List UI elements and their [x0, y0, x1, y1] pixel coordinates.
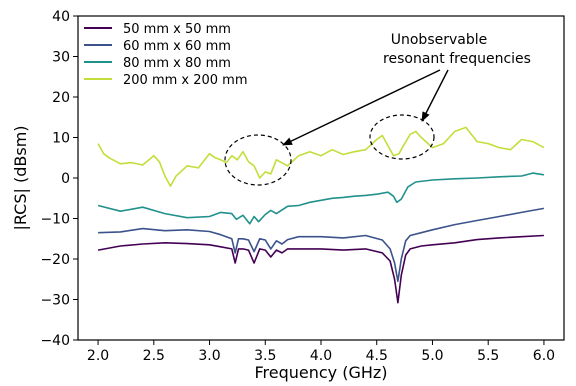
y-tick-label-7: −30	[40, 293, 70, 309]
x-axis-title: Frequency (GHz)	[254, 363, 387, 382]
annotation-ellipse-left	[224, 134, 292, 186]
x-tick-label-5: 4.5	[366, 348, 388, 364]
y-tick-label-2: 20	[52, 90, 70, 106]
series-line-0	[97, 234, 544, 304]
annotation-arrow-left	[282, 69, 441, 146]
x-axis-ticks: 2.0 2.5 3.0 3.5 4.0 4.5 5.0 5.5 6.0	[87, 340, 555, 364]
legend-label-1: 60 mm x 60 mm	[123, 39, 231, 54]
series-layer	[97, 126, 545, 304]
legend-label-2: 80 mm x 80 mm	[123, 56, 231, 71]
annotation-line-1: Unobservable	[391, 32, 488, 48]
y-axis-title: |RCS| (dBsm)	[11, 125, 30, 230]
x-tick-label-6: 5.0	[421, 348, 443, 364]
annotation-line-2: resonant frequencies	[383, 51, 531, 67]
x-tick-label-4: 4.0	[310, 348, 332, 364]
x-tick-label-3: 3.5	[254, 348, 276, 364]
series-line-1	[98, 207, 545, 283]
y-tick-label-4: 0	[61, 171, 70, 187]
y-tick-label-3: 10	[52, 131, 70, 147]
legend-label-3: 200 mm x 200 mm	[123, 73, 248, 88]
y-axis-ticks: 40 30 20 10 0 −10 −20 −30 −40	[40, 9, 78, 349]
annotation-arrow-right	[421, 69, 449, 122]
series-line-2	[97, 172, 545, 225]
series-line-3	[97, 126, 545, 187]
legend-label-0: 50 mm x 50 mm	[123, 22, 231, 37]
x-tick-label-2: 3.0	[198, 348, 220, 364]
y-tick-label-5: −10	[40, 212, 70, 228]
annotation-ellipse-right	[369, 114, 435, 160]
x-tick-label-0: 2.0	[87, 348, 109, 364]
x-tick-label-1: 2.5	[143, 348, 165, 364]
y-tick-label-0: 40	[52, 9, 70, 25]
y-tick-label-1: 30	[52, 50, 70, 66]
legend: 50 mm x 50 mm 60 mm x 60 mm 80 mm x 80 mm 2…	[84, 22, 248, 88]
annotation: Unobservable resonant frequencies	[224, 32, 531, 186]
x-tick-label-8: 6.0	[533, 348, 555, 364]
x-tick-label-7: 5.5	[477, 348, 499, 364]
y-tick-label-8: −40	[40, 333, 70, 349]
y-tick-label-6: −20	[40, 252, 70, 268]
